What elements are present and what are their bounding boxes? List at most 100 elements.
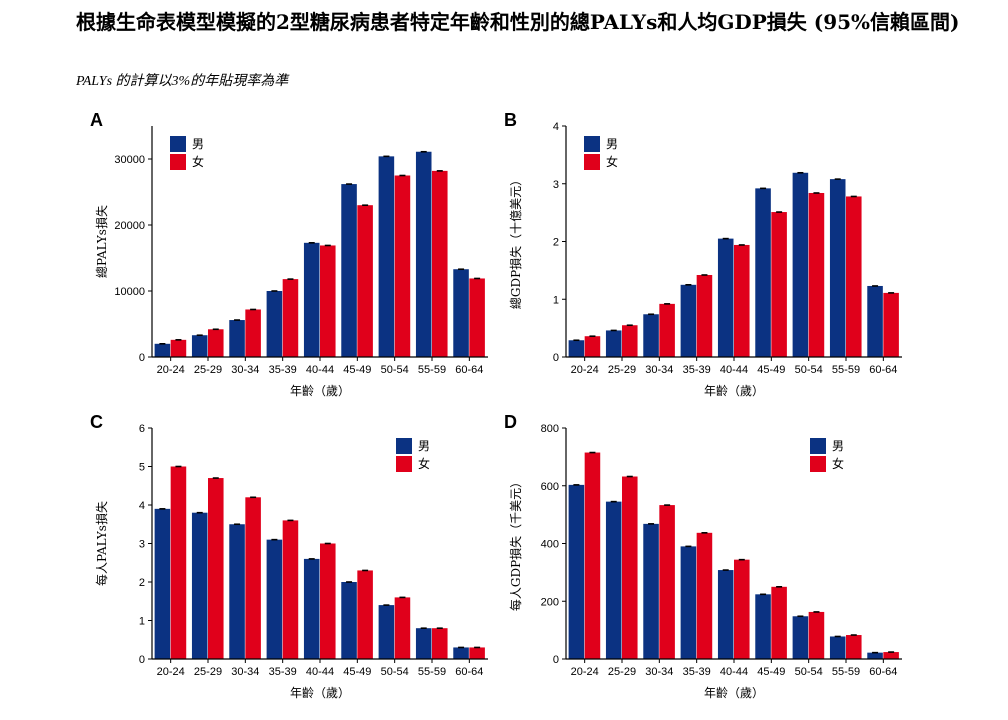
bar-female [208,478,224,659]
x-tick-label: 40-44 [306,666,334,678]
bar-female [357,205,373,357]
x-tick-label: 45-49 [343,364,371,376]
x-tick-label: 35-39 [269,666,297,678]
x-tick-label: 45-49 [757,364,785,376]
chart-panel-a: A 0 10000 20000 30000 20-24 25-29 30-34 35-39 40-… [90,110,488,398]
bar-male [717,238,734,357]
bar-female [771,586,787,659]
y-tick-label: 5 [139,462,145,474]
legend-swatch [396,438,412,454]
bar-female [696,532,713,659]
x-tick-label: 50-54 [795,364,823,376]
x-tick-label: 20-24 [571,666,599,678]
x-tick-label: 55-59 [832,364,860,376]
bar-male [755,594,771,659]
x-tick-label: 60-64 [869,364,897,376]
bar-male [303,242,320,357]
bar-female [808,192,825,357]
x-tick-label: 60-64 [455,666,483,678]
bar-male [378,605,395,659]
y-tick-label: 3 [139,539,145,551]
y-tick-label: 0 [139,352,145,364]
x-tick-label: 25-29 [194,666,222,678]
bar-female [282,279,299,357]
y-tick-label: 3 [553,179,559,191]
panel-letter: D [504,412,517,432]
x-tick-label: 55-59 [418,364,446,376]
legend-swatch [170,154,186,170]
y-axis-title: 總GDP損失（十億美元） [508,174,523,309]
x-axis-title: 年齡（歲） [290,686,350,700]
bar-female [883,652,899,659]
legend-swatch [396,456,412,472]
bar-male [829,179,846,357]
y-tick-label: 0 [553,654,559,666]
figure-subtitle: PALYs 的計算以3%的年貼現率為準 [76,74,289,89]
legend-label: 女 [832,456,844,471]
bar-female [622,476,638,659]
x-tick-label: 25-29 [608,364,636,376]
x-tick-label: 35-39 [683,666,711,678]
bar-female [282,520,299,659]
x-tick-label: 45-49 [757,666,785,678]
bar-male [829,636,846,659]
bar-male [792,616,809,659]
legend-label: 女 [418,456,430,471]
x-tick-label: 25-29 [608,666,636,678]
y-tick-label: 20000 [114,220,145,232]
y-tick-label: 600 [541,481,559,493]
y-tick-label: 6 [139,423,145,435]
bar-male [680,284,697,357]
legend-swatch [810,456,826,472]
bar-female [734,244,750,357]
x-tick-label: 30-34 [645,666,673,678]
bar-female [170,339,187,357]
bar-female [659,505,675,659]
legend-label: 男 [832,439,844,453]
x-tick-label: 35-39 [683,364,711,376]
bar-female [622,325,638,357]
bar-male [303,558,320,659]
bar-male [191,512,208,659]
bar-male [643,314,659,357]
x-tick-label: 60-64 [869,666,897,678]
x-axis-title: 年齡（歲） [290,384,350,398]
bar-male [867,285,883,357]
y-tick-label: 2 [553,237,559,249]
y-tick-label: 10000 [114,286,145,298]
y-tick-label: 0 [553,352,559,364]
x-tick-label: 20-24 [571,364,599,376]
bar-female [320,245,336,357]
y-tick-label: 30000 [114,154,145,166]
bar-male [755,188,771,357]
bar-male [605,501,622,659]
chart-panel-d: D 0 200 400 600 800 20-24 25-29 30-34 35-39 40-44 4… [504,412,902,700]
bar-female [771,212,787,357]
figure-title: 根據生命表模型模擬的2型糖尿病患者特定年齡和性別的總PALYs和人均GDP損失 … [76,10,960,34]
x-tick-label: 50-54 [381,364,409,376]
panel-letter: B [504,110,517,130]
bar-female [432,628,448,659]
legend-label: 女 [606,154,618,169]
bar-male [643,523,659,659]
bar-female [584,452,601,659]
x-tick-label: 55-59 [832,666,860,678]
bar-female [394,597,411,659]
bar-female [734,559,750,659]
y-tick-label: 1 [139,616,145,628]
x-tick-label: 30-34 [231,666,259,678]
bar-male [191,335,208,357]
y-tick-label: 4 [139,500,145,512]
x-tick-label: 30-34 [231,364,259,376]
bar-male [605,330,622,357]
legend-swatch [810,438,826,454]
bar-male [154,343,171,357]
bar-female [208,329,224,357]
bar-female [808,611,825,659]
bar-male [792,172,809,357]
y-axis-title: 每人PALYs損失 [94,501,109,586]
bar-female [432,170,448,357]
y-tick-label: 200 [541,596,559,608]
bar-male [266,539,283,659]
bar-female [245,309,261,357]
